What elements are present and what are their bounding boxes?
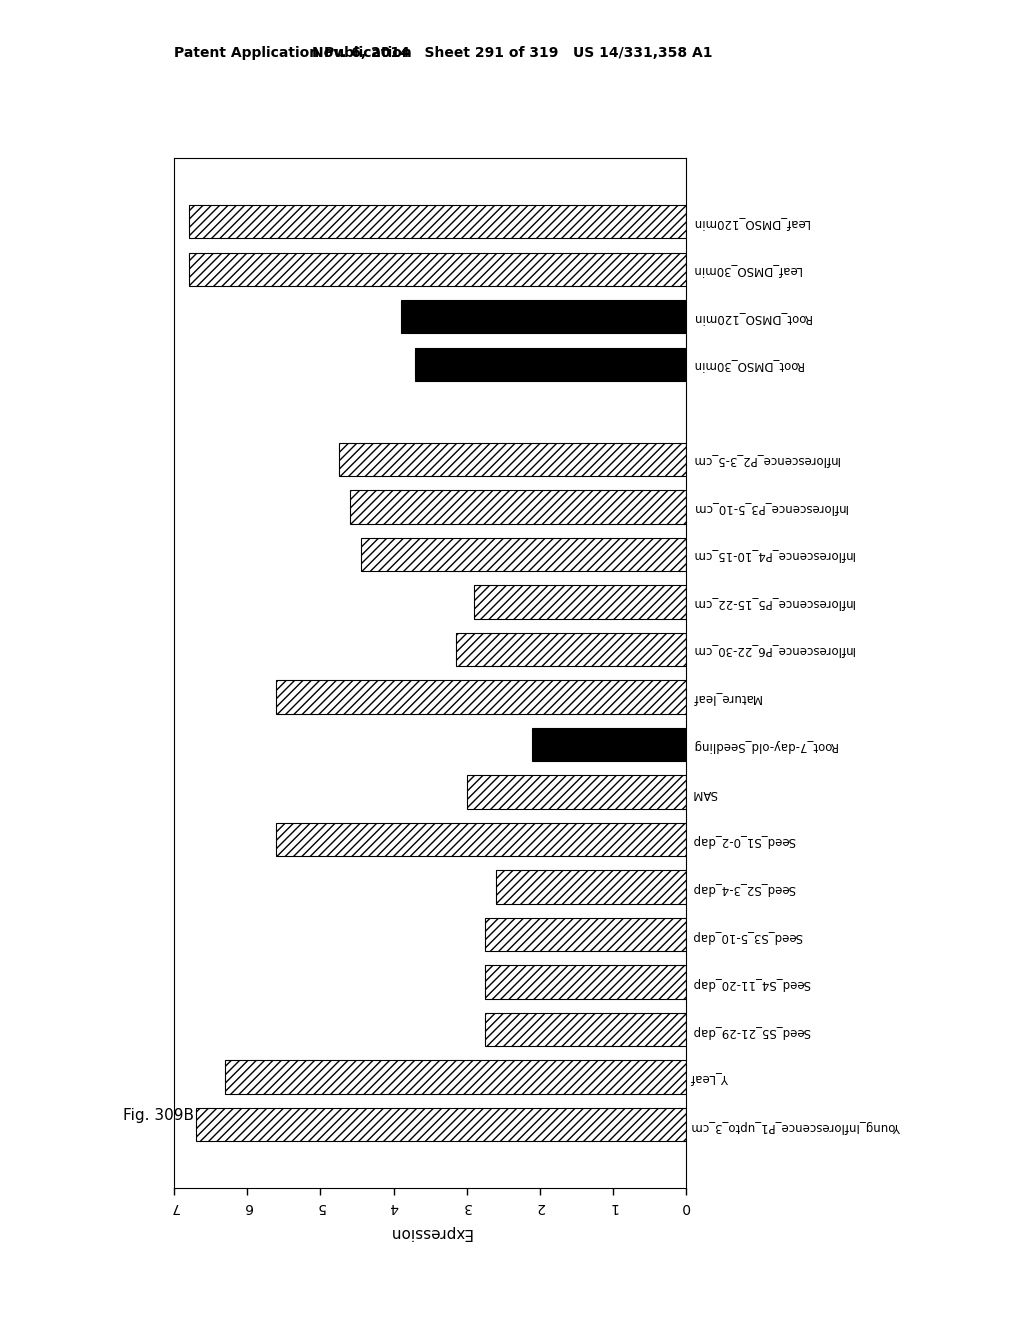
Bar bbox=[485, 1012, 686, 1047]
Bar bbox=[485, 965, 686, 999]
Bar bbox=[196, 1107, 686, 1142]
Bar bbox=[339, 442, 686, 477]
Bar bbox=[276, 822, 686, 857]
X-axis label: Expression: Expression bbox=[388, 1225, 472, 1239]
Bar bbox=[188, 205, 686, 239]
Bar bbox=[276, 680, 686, 714]
Bar bbox=[456, 632, 686, 667]
Bar bbox=[485, 917, 686, 952]
Bar bbox=[360, 537, 686, 572]
Bar bbox=[532, 727, 686, 762]
Bar bbox=[416, 347, 686, 381]
Text: Fig. 309B: Fig. 309B bbox=[123, 1107, 194, 1123]
Bar bbox=[467, 775, 686, 809]
Bar bbox=[474, 585, 686, 619]
Bar bbox=[349, 490, 686, 524]
Bar bbox=[400, 300, 686, 334]
Bar bbox=[225, 1060, 686, 1094]
Text: Patent Application Publication: Patent Application Publication bbox=[174, 46, 412, 61]
Text: Nov. 6, 2014   Sheet 291 of 319   US 14/331,358 A1: Nov. 6, 2014 Sheet 291 of 319 US 14/331,… bbox=[311, 46, 713, 61]
Bar bbox=[188, 252, 686, 286]
Bar bbox=[496, 870, 686, 904]
